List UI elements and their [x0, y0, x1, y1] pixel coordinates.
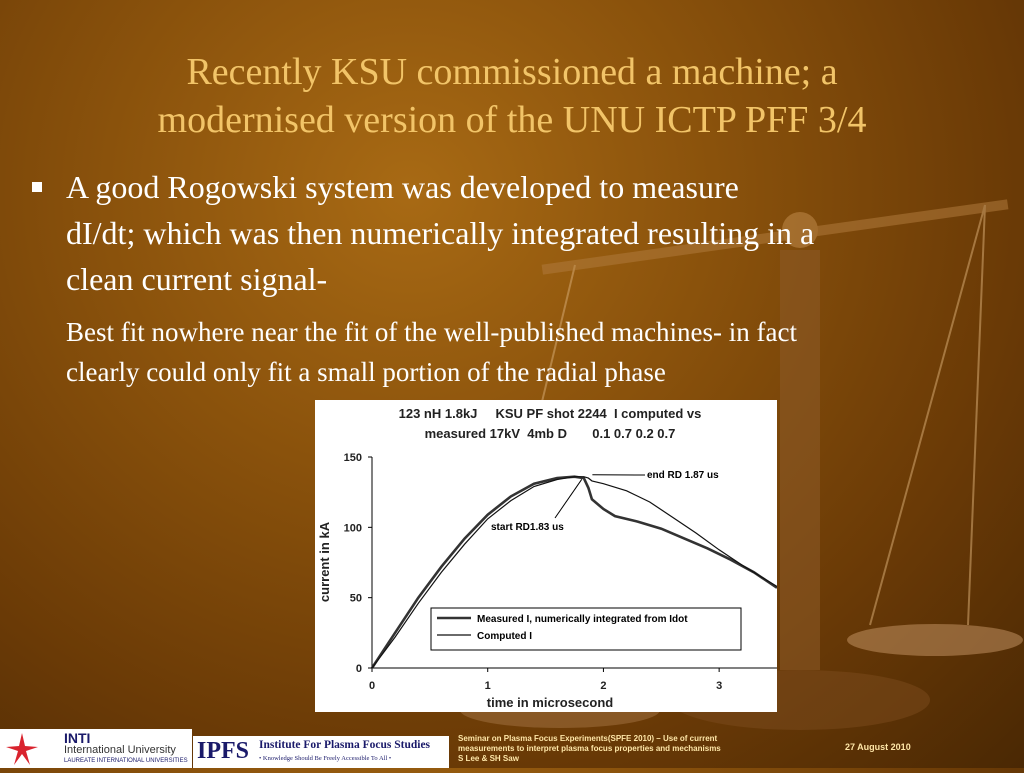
bullet-line: A good Rogowski system was developed to … — [66, 164, 814, 210]
y-axis-label: current in kA — [317, 521, 332, 602]
ipfs-abbr: IPFS — [197, 738, 249, 765]
inti-laureate: LAUREATE INTERNATIONAL UNIVERSITIES — [64, 758, 188, 764]
seminar-line: S Lee & SH Saw — [458, 754, 818, 764]
inti-university: International University — [64, 744, 176, 756]
seminar-line: measurements to interpret plasma focus p… — [458, 744, 818, 754]
y-tick-label: 50 — [350, 593, 362, 605]
legend-entry: Measured I, numerically integrated from … — [477, 614, 688, 625]
x-tick-label: 1 — [485, 680, 491, 692]
slide-date: 27 August 2010 — [845, 742, 911, 752]
chart-svg: 123 nH 1.8kJ KSU PF shot 2244 I computed… — [315, 400, 777, 712]
legend-entry: Computed I — [477, 631, 532, 642]
square-bullet-icon — [32, 182, 42, 192]
y-tick-label: 150 — [344, 452, 362, 464]
sub-line: Best fit nowhere near the fit of the wel… — [66, 312, 1008, 352]
ipfs-name: Institute For Plasma Focus Studies — [259, 739, 430, 751]
slide-title: Recently KSU commissioned a machine; a m… — [40, 48, 984, 144]
chart-title-line: 123 nH 1.8kJ KSU PF shot 2244 I computed… — [399, 406, 702, 421]
x-tick-label: 0 — [369, 680, 375, 692]
sub-paragraph: Best fit nowhere near the fit of the wel… — [66, 312, 1008, 392]
current-chart: 123 nH 1.8kJ KSU PF shot 2244 I computed… — [315, 400, 777, 712]
bullet-list: A good Rogowski system was developed to … — [28, 164, 1008, 392]
y-tick-label: 100 — [344, 522, 362, 534]
bullet-line: clean current signal- — [66, 256, 814, 302]
bullet-text: A good Rogowski system was developed to … — [66, 164, 814, 302]
bullet-line: dI/dt; which was then numerically integr… — [66, 210, 814, 256]
chart-title-line: measured 17kV 4mb D 0.1 0.7 0.2 0.7 — [425, 426, 676, 441]
seminar-info: Seminar on Plasma Focus Experiments(SPFE… — [458, 734, 818, 764]
title-line: Recently KSU commissioned a machine; a — [40, 48, 984, 96]
ipfs-motto: • Knowledge Should Be Freely Accessible … — [259, 755, 391, 762]
start-rd-arrow — [555, 479, 582, 518]
bullet-item: A good Rogowski system was developed to … — [28, 164, 1008, 302]
seminar-line: Seminar on Plasma Focus Experiments(SPFE… — [458, 734, 818, 744]
y-tick-label: 0 — [356, 663, 362, 675]
ipfs-logo: IPFS Institute For Plasma Focus Studies … — [193, 736, 449, 768]
x-tick-label: 2 — [600, 680, 606, 692]
inti-logo: INTI International University LAUREATE I… — [0, 729, 192, 768]
start-rd-annotation: start RD1.83 us — [491, 522, 564, 533]
x-axis-label: time in microsecond — [487, 695, 613, 710]
title-line: modernised version of the UNU ICTP PFF 3… — [40, 96, 984, 144]
end-rd-annotation: end RD 1.87 us — [647, 470, 719, 481]
x-tick-label: 3 — [716, 680, 722, 692]
sub-line: clearly could only fit a small portion o… — [66, 352, 1008, 392]
